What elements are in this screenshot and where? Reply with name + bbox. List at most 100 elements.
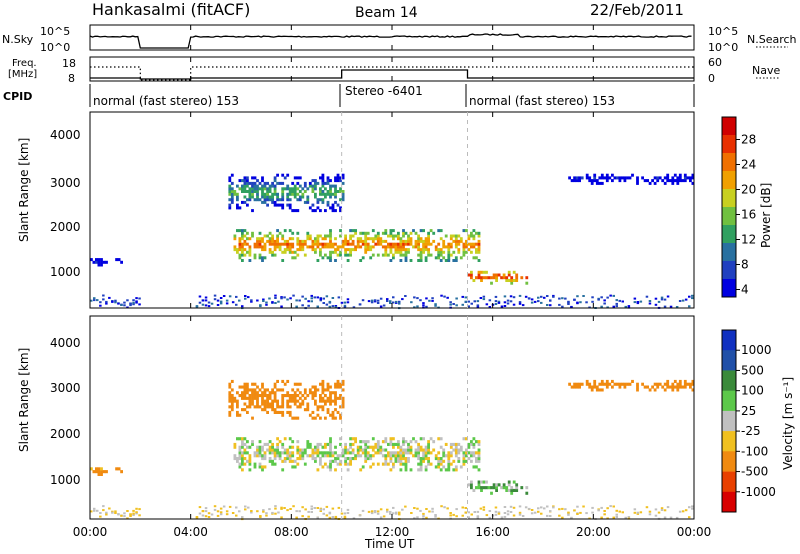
velocity-cell — [321, 408, 325, 412]
velocity-cell — [341, 451, 345, 455]
power-cell — [349, 253, 352, 257]
power-cell — [117, 302, 120, 305]
velocity-cell — [329, 468, 332, 472]
power-cell — [600, 181, 604, 185]
power-cell — [310, 300, 313, 303]
velocity-cell — [268, 445, 272, 449]
velocity-cell — [465, 454, 468, 458]
velocity-cell — [251, 416, 254, 420]
power-cell — [324, 253, 327, 257]
power-cell — [507, 279, 511, 282]
power-cell — [336, 248, 340, 252]
velocity-cell — [228, 391, 232, 395]
power-cell — [409, 259, 413, 262]
velocity-cell — [381, 440, 385, 444]
velocity-cell — [422, 459, 425, 463]
velocity-cell — [228, 399, 232, 403]
power-cell — [419, 250, 423, 254]
velocity-cell — [447, 454, 451, 458]
velocity-cell — [328, 511, 332, 514]
power-cell — [482, 295, 486, 298]
power-cell — [591, 296, 594, 299]
velocity-cell — [241, 396, 244, 400]
power-cell — [230, 200, 234, 204]
power-cell — [281, 203, 285, 207]
power-cell — [472, 234, 476, 238]
velocity-cell — [540, 506, 543, 509]
power-cell — [510, 281, 514, 285]
velocity-cell — [253, 465, 257, 469]
power-cell — [627, 305, 631, 308]
velocity-cell — [280, 516, 283, 519]
power-cell — [334, 209, 337, 213]
velocity-cell — [346, 457, 350, 461]
power-cell — [308, 206, 312, 210]
velocity-cell — [334, 459, 337, 463]
power-cell — [278, 231, 282, 235]
velocity-cell — [399, 462, 403, 466]
power-cell — [225, 302, 229, 305]
velocity-cell — [314, 459, 317, 463]
power-cell — [359, 259, 363, 262]
power-cell — [268, 250, 272, 254]
power-cell — [296, 176, 300, 180]
power-cell — [271, 192, 274, 196]
power-cell — [339, 234, 342, 238]
power-cell — [404, 250, 408, 254]
velocity-cell — [488, 516, 492, 519]
velocity-cell — [366, 454, 370, 458]
velocity-cell — [618, 382, 622, 386]
power-cell — [319, 242, 322, 246]
velocity-cell — [658, 382, 662, 386]
velocity-cell — [389, 451, 393, 455]
power-cell — [296, 242, 300, 246]
power-cell — [266, 190, 269, 193]
velocity-cell — [322, 512, 325, 515]
power-cell — [238, 179, 242, 183]
power-cell — [263, 245, 267, 249]
velocity-cell — [241, 437, 244, 441]
power-cell — [278, 248, 282, 252]
power-cell — [100, 258, 103, 262]
power-cell — [263, 256, 267, 260]
power-cell — [251, 187, 254, 191]
velocity-cell — [376, 448, 380, 452]
velocity-cell — [424, 465, 428, 469]
velocity-cell — [298, 405, 302, 409]
power-cell — [485, 270, 488, 274]
velocity-cell — [266, 405, 269, 409]
velocity-cell — [326, 385, 330, 389]
power-cell — [603, 302, 606, 305]
power-colorbar-swatch — [722, 135, 736, 154]
power-cell — [321, 245, 325, 249]
power-cell — [326, 190, 330, 193]
power-cell — [505, 276, 509, 280]
velocity-cell — [281, 410, 285, 414]
power-cell — [392, 229, 395, 233]
velocity-cell — [462, 451, 466, 455]
power-cell — [461, 303, 464, 306]
velocity-cell — [222, 505, 226, 508]
velocity-cell — [316, 442, 320, 446]
velocity-cell — [296, 462, 300, 466]
velocity-cell — [419, 468, 423, 472]
velocity-cell — [389, 468, 393, 472]
power-cell — [310, 294, 313, 297]
velocity-cell — [336, 382, 340, 386]
power-cell — [329, 237, 332, 241]
freq-unit: [MHz] — [8, 69, 37, 80]
velocity-cell — [686, 382, 690, 386]
power-cell — [329, 179, 332, 183]
velocity-cell — [334, 416, 337, 420]
velocity-cell — [402, 440, 405, 444]
velocity-cell — [314, 385, 317, 389]
power-cell — [248, 259, 252, 262]
power-cell — [505, 279, 509, 282]
power-cell — [369, 248, 373, 252]
power-cell — [266, 192, 269, 196]
power-cell — [271, 250, 274, 254]
velocity-cell — [371, 448, 375, 452]
velocity-cell — [472, 465, 476, 469]
power-cell — [419, 253, 423, 257]
velocity-cell — [291, 454, 295, 458]
